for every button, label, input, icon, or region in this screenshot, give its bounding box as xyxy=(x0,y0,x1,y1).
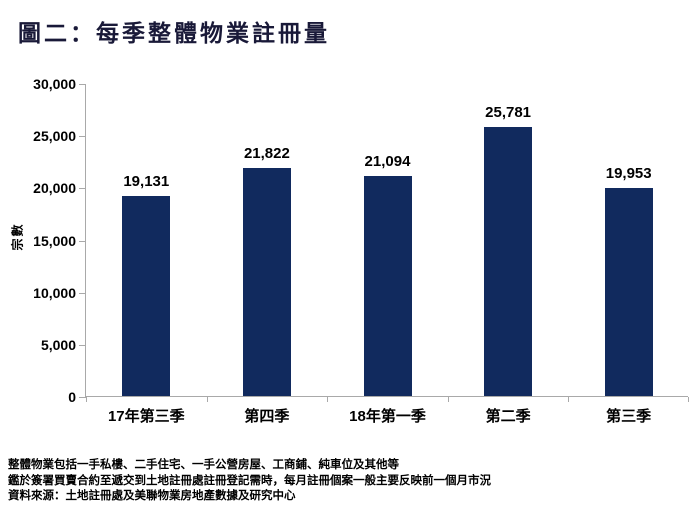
y-tick-mark xyxy=(79,397,86,398)
category-label: 18年第一季 xyxy=(349,408,426,425)
bar-value-label: 21,094 xyxy=(364,153,411,170)
category-label: 第二季 xyxy=(485,408,531,425)
y-tick-label: 0 xyxy=(68,389,76,405)
x-tick-mark xyxy=(688,397,689,402)
x-tick-mark xyxy=(568,397,569,402)
y-tick-label: 25,000 xyxy=(33,128,76,145)
bar xyxy=(242,168,291,396)
plot-area: 19,131 17年第三季 21,822 第四季 21,094 18年第一季 25,781 第… xyxy=(33,76,689,425)
footnotes: 整體物業包括一手私樓、二手住宅、一手公營房屋、工商鋪、純車位及其他等 鑑於簽署買… xyxy=(8,458,491,505)
y-tick-label: 20,000 xyxy=(33,180,76,197)
y-tick-mark xyxy=(79,84,86,85)
bar-value-label: 25,781 xyxy=(485,104,532,121)
y-tick-mark xyxy=(79,136,86,138)
footnote-source: 資料來源：土地註冊處及美聯物業房地產數據及研究中心 xyxy=(8,490,296,502)
y-tick-mark xyxy=(79,240,86,242)
bar xyxy=(122,196,171,396)
category-label: 17年第三季 xyxy=(107,408,185,425)
footnote-coverage: 整體物業包括一手私樓、二手住宅、一手公營房屋、工商鋪、純車位及其他等 xyxy=(8,459,399,471)
y-tick-mark xyxy=(79,344,86,346)
bar-value-label: 21,822 xyxy=(243,145,290,162)
y-tick-label: 30,000 xyxy=(33,76,76,92)
x-tick-mark xyxy=(448,397,449,402)
bar-value-label: 19,953 xyxy=(605,165,652,182)
bar-value-label: 19,131 xyxy=(123,173,170,190)
footnote-timing: 鑑於簽署買賣合約至遞交到土地註冊處註冊登記需時，每月註冊個案一般主要反映前一個月… xyxy=(8,474,491,487)
bar xyxy=(363,176,412,396)
x-tick-mark xyxy=(207,397,208,402)
category-label: 第四季 xyxy=(244,408,290,425)
y-tick-label: 5,000 xyxy=(40,336,76,353)
y-tick-label: 10,000 xyxy=(33,284,76,301)
bar xyxy=(484,127,533,396)
category-label: 第三季 xyxy=(606,408,652,425)
y-tick-mark xyxy=(79,188,86,190)
x-tick-mark xyxy=(86,397,87,402)
bar xyxy=(604,188,653,396)
y-tick-label: 15,000 xyxy=(33,232,76,249)
chart-title: 圖二：每季整體物業註冊量 xyxy=(18,20,330,46)
x-tick-mark xyxy=(327,397,328,402)
y-tick-mark xyxy=(79,292,86,294)
